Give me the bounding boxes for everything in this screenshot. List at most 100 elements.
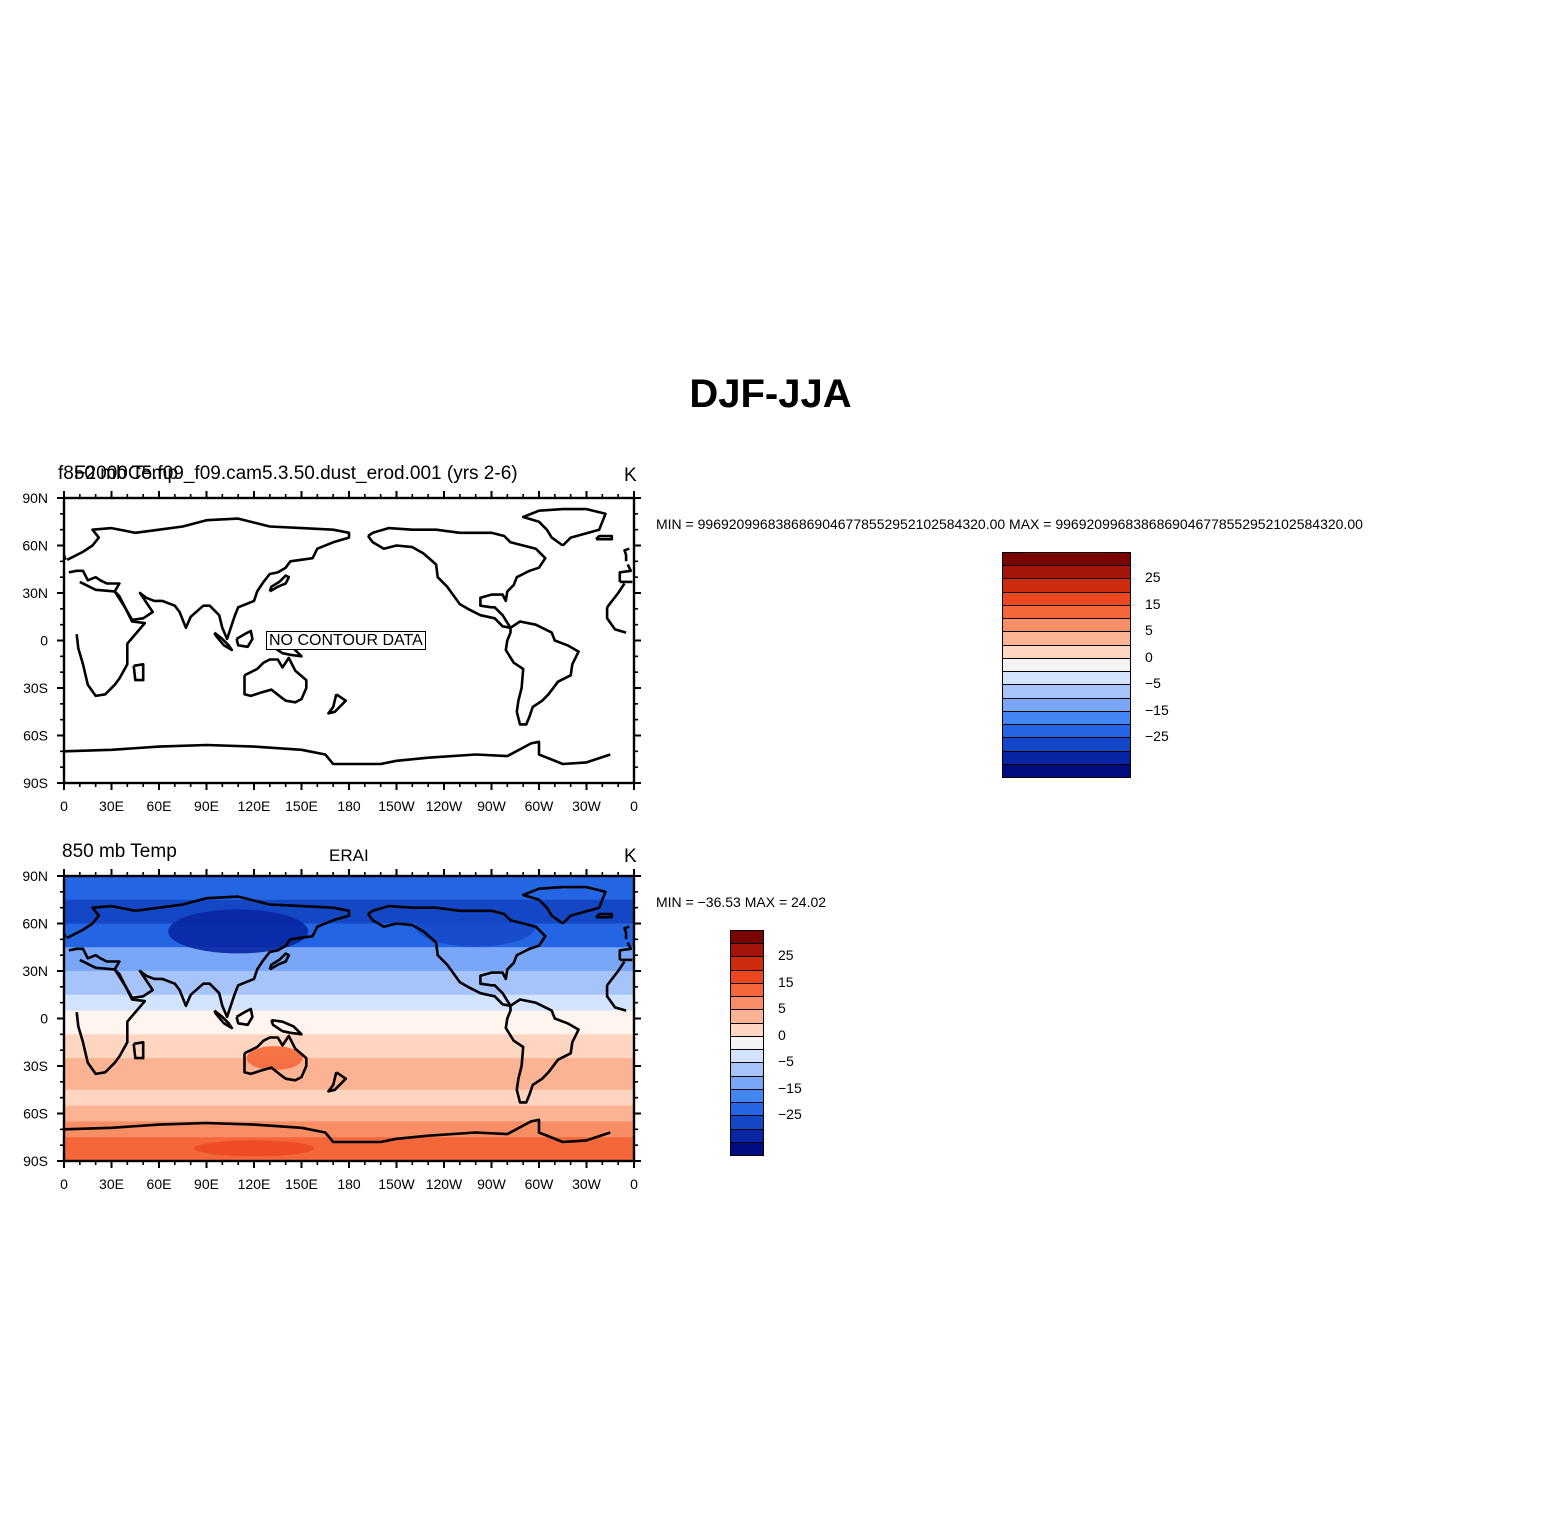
coastline-north-america [366, 526, 547, 630]
colorbar-cell [1002, 644, 1131, 659]
colorbar-cell [730, 1049, 764, 1064]
coastline-new-guinea [270, 1018, 303, 1036]
lat-tick-label: 90S [23, 775, 48, 791]
temperature-band [64, 947, 634, 972]
colorbar-cell [730, 982, 764, 998]
coastline-sumatra [213, 631, 234, 652]
coastline-africa [605, 607, 627, 634]
lon-tick-label: 0 [630, 1176, 638, 1192]
colorbar-cell [1002, 737, 1131, 752]
lon-tick-label: 30W [572, 798, 602, 814]
temperature-band [64, 1089, 634, 1107]
lat-tick-label: 90N [22, 868, 48, 884]
coastline-greenland [521, 507, 607, 547]
colorbar-label: −15 [778, 1079, 802, 1096]
coastline-japan [268, 574, 291, 593]
lon-tick-label: 90E [194, 798, 219, 814]
colorbar-cell [730, 1009, 764, 1024]
lon-tick-label: 180 [337, 1176, 361, 1192]
page-title: DJF-JJA [689, 372, 852, 416]
warm-region-australia [246, 1046, 303, 1071]
temperature-band [64, 923, 634, 948]
coastline-south-america [504, 620, 580, 726]
colorbar-label: 0 [778, 1026, 786, 1043]
cold-region-siberia [168, 909, 309, 954]
lon-tick-label: 60E [147, 1176, 172, 1192]
temperature-band [64, 1034, 634, 1059]
colorbar-cell [730, 1088, 764, 1104]
coastline-africa [606, 960, 626, 987]
colorbar-cell [730, 1128, 764, 1143]
lon-tick-label: 120W [426, 1176, 463, 1192]
panel1-no-data-label: NO CONTOUR DATA [266, 631, 426, 650]
coastline-australia [243, 1034, 308, 1082]
coastline-greenland [521, 885, 607, 925]
coastline-madagascar [132, 1041, 145, 1060]
lat-tick-label: 90S [23, 1153, 48, 1169]
colorbar-cell [730, 996, 764, 1011]
lon-tick-label: 90W [477, 1176, 507, 1192]
panel2-map: 0 30E 60E 90E 120E 150E 180 150W 120W 90W 60W 30W 09… [22, 868, 641, 1192]
coastline-uk [623, 547, 630, 562]
lat-tick-label: 90N [22, 490, 48, 506]
colorbar-cell [1002, 578, 1131, 593]
colorbar-cell [1002, 684, 1131, 699]
colorbar-cell [1002, 657, 1131, 673]
temperature-band [64, 1058, 634, 1091]
panel1-left-title: f850 mb Temp [58, 463, 179, 484]
colorbar-cell [730, 943, 764, 958]
panel2-center-title: ERAI [329, 846, 369, 865]
lon-tick-label: 150W [378, 1176, 415, 1192]
colorbar-cell [730, 1035, 764, 1051]
lon-tick-label: 90W [477, 798, 507, 814]
colorbar-label: 0 [1145, 648, 1153, 665]
colorbar-label: 15 [778, 973, 794, 990]
colorbar-label: 5 [1145, 622, 1153, 639]
temperature-band [64, 1105, 634, 1122]
panel2-units: K [624, 846, 637, 867]
lat-tick-label: 30S [23, 680, 48, 696]
coastline-new-zealand [327, 1071, 348, 1093]
coastline-madagascar [132, 663, 145, 682]
colorbar-label: −25 [778, 1106, 802, 1123]
colorbar-label: −15 [1145, 701, 1169, 718]
colorbar-cell [1002, 697, 1131, 712]
panel1-units: K [624, 465, 637, 486]
coastline-eurasia [618, 563, 633, 582]
colorbar-label: 25 [1145, 569, 1161, 586]
lon-tick-label: 180 [337, 798, 361, 814]
coastline-borneo [235, 629, 254, 649]
coastline-africa [605, 985, 627, 1012]
lon-tick-label: 90E [194, 1176, 219, 1192]
coastline-australia [243, 656, 308, 704]
colorbar-cell [1002, 710, 1131, 726]
colorbar-cell [1002, 604, 1131, 620]
colorbar-cell [1002, 565, 1131, 580]
lat-tick-label: 30S [23, 1058, 48, 1074]
lon-tick-label: 30E [99, 1176, 124, 1192]
colorbar-cell [1002, 763, 1131, 778]
colorbar-label: 15 [1145, 595, 1161, 612]
coastline-iceland [595, 534, 614, 541]
colorbar-cell [1002, 552, 1131, 567]
lon-tick-label: 60E [147, 798, 172, 814]
coastline-antarctica [64, 740, 611, 766]
lat-tick-label: 30N [22, 963, 48, 979]
lon-tick-label: 150W [378, 798, 415, 814]
colorbar-cell [730, 1102, 764, 1117]
lon-tick-label: 60W [525, 798, 555, 814]
panel2-left-title: 850 mb Temp [62, 841, 177, 862]
lon-tick-label: 120W [426, 798, 463, 814]
temperature-band [64, 1137, 634, 1161]
colorbar-cell [1002, 631, 1131, 646]
lon-tick-label: 60W [525, 1176, 555, 1192]
lon-tick-label: 150E [285, 798, 318, 814]
coastline-south-america [504, 998, 580, 1104]
coastline-iceland [595, 912, 614, 919]
coastline-sumatra [213, 1009, 234, 1030]
colorbar-cell [1002, 750, 1131, 765]
warm-region-antarctica [194, 1140, 314, 1157]
lon-tick-label: 0 [60, 798, 68, 814]
lat-tick-label: 60S [23, 1106, 48, 1122]
